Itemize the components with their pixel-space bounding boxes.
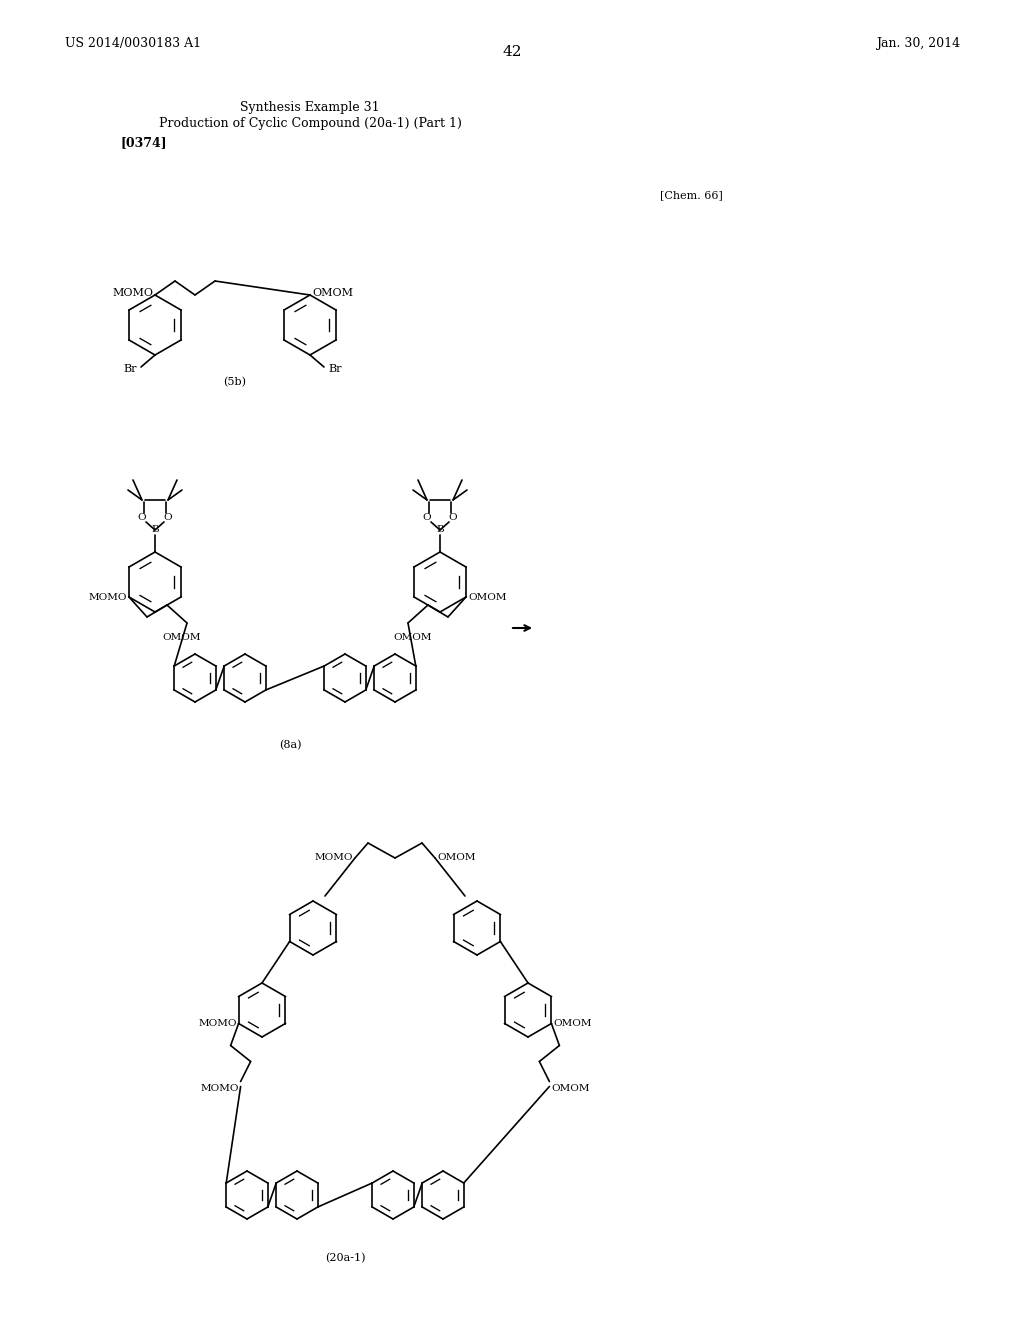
Text: Production of Cyclic Compound (20a-1) (Part 1): Production of Cyclic Compound (20a-1) (P…	[159, 117, 462, 131]
Text: (8a): (8a)	[279, 739, 301, 750]
Text: OMOM: OMOM	[468, 594, 507, 602]
Text: [Chem. 66]: [Chem. 66]	[660, 190, 723, 201]
Text: MOMO: MOMO	[314, 854, 353, 862]
Text: Br: Br	[124, 364, 137, 374]
Text: Jan. 30, 2014: Jan. 30, 2014	[876, 37, 961, 49]
Text: B: B	[436, 525, 443, 535]
Text: MOMO: MOMO	[200, 1084, 239, 1093]
Text: MOMO: MOMO	[88, 594, 127, 602]
Text: MOMO: MOMO	[112, 288, 153, 298]
Text: O: O	[164, 513, 172, 523]
Text: OMOM: OMOM	[312, 288, 353, 298]
Text: Synthesis Example 31: Synthesis Example 31	[241, 102, 380, 115]
Text: 42: 42	[502, 45, 522, 59]
Text: MOMO: MOMO	[198, 1019, 237, 1028]
Text: OMOM: OMOM	[163, 634, 202, 643]
Text: B: B	[152, 525, 159, 535]
Text: O: O	[137, 513, 146, 523]
Text: O: O	[423, 513, 431, 523]
Text: O: O	[449, 513, 458, 523]
Text: (5b): (5b)	[223, 376, 247, 387]
Text: OMOM: OMOM	[551, 1084, 590, 1093]
Text: US 2014/0030183 A1: US 2014/0030183 A1	[65, 37, 201, 49]
Text: (20a-1): (20a-1)	[325, 1253, 366, 1263]
Text: OMOM: OMOM	[437, 854, 475, 862]
Text: Br: Br	[328, 364, 341, 374]
Text: [0374]: [0374]	[120, 136, 167, 149]
Text: OMOM: OMOM	[394, 634, 432, 643]
Text: OMOM: OMOM	[553, 1019, 592, 1028]
